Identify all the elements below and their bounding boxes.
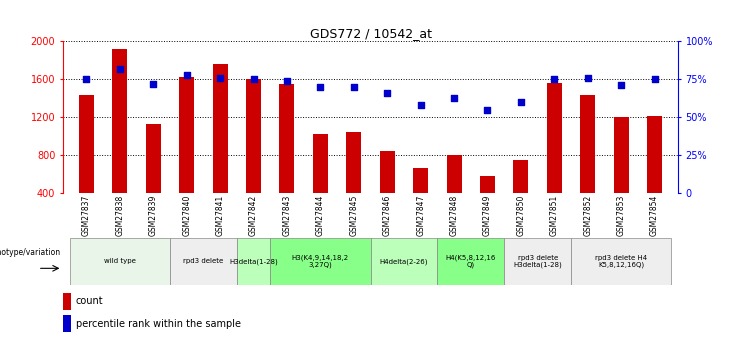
Bar: [313, 134, 328, 231]
Point: [181, 72, 193, 78]
Point: [515, 99, 527, 105]
Point: [648, 77, 660, 82]
Bar: [580, 96, 595, 231]
Point: [582, 75, 594, 81]
Point: [548, 77, 560, 82]
Bar: [647, 116, 662, 231]
Bar: [437, 238, 504, 285]
Bar: [447, 155, 462, 231]
Point: [314, 84, 326, 90]
Bar: [413, 168, 428, 231]
Text: count: count: [76, 296, 103, 306]
Point: [247, 77, 259, 82]
Point: [214, 75, 226, 81]
Bar: [113, 49, 127, 231]
Text: wild type: wild type: [104, 258, 136, 264]
Text: H4delta(2-26): H4delta(2-26): [379, 258, 428, 265]
Bar: [504, 238, 571, 285]
Text: percentile rank within the sample: percentile rank within the sample: [76, 319, 241, 329]
Bar: [379, 151, 395, 231]
Bar: [514, 160, 528, 231]
Bar: [346, 132, 362, 231]
Point: [81, 77, 93, 82]
Title: GDS772 / 10542_at: GDS772 / 10542_at: [310, 27, 431, 40]
Bar: [279, 84, 294, 231]
Bar: [213, 64, 227, 231]
Text: rpd3 delete: rpd3 delete: [183, 258, 224, 264]
Bar: [179, 77, 194, 231]
Text: H4(K5,8,12,16
Q): H4(K5,8,12,16 Q): [445, 254, 496, 268]
Point: [415, 102, 427, 108]
Text: genotype/variation: genotype/variation: [0, 247, 61, 257]
Text: H3(K4,9,14,18,2
3,27Q): H3(K4,9,14,18,2 3,27Q): [292, 254, 349, 268]
Bar: [370, 238, 437, 285]
Bar: [237, 238, 270, 285]
Bar: [63, 315, 71, 333]
Bar: [614, 117, 628, 231]
Point: [114, 66, 126, 71]
Point: [348, 84, 359, 90]
Point: [448, 95, 460, 100]
Text: rpd3 delete
H3delta(1-28): rpd3 delete H3delta(1-28): [514, 255, 562, 268]
Bar: [270, 238, 370, 285]
Text: rpd3 delete H4
K5,8,12,16Q): rpd3 delete H4 K5,8,12,16Q): [595, 255, 647, 268]
Bar: [246, 79, 261, 231]
Bar: [480, 176, 495, 231]
Point: [281, 78, 293, 83]
Bar: [571, 238, 671, 285]
Point: [482, 107, 494, 112]
Bar: [63, 293, 71, 310]
Bar: [547, 83, 562, 231]
Text: H3delta(1-28): H3delta(1-28): [229, 258, 278, 265]
Point: [615, 83, 627, 88]
Point: [382, 90, 393, 96]
Bar: [79, 96, 94, 231]
Bar: [70, 238, 170, 285]
Bar: [170, 238, 237, 285]
Point: [147, 81, 159, 87]
Bar: [146, 124, 161, 231]
